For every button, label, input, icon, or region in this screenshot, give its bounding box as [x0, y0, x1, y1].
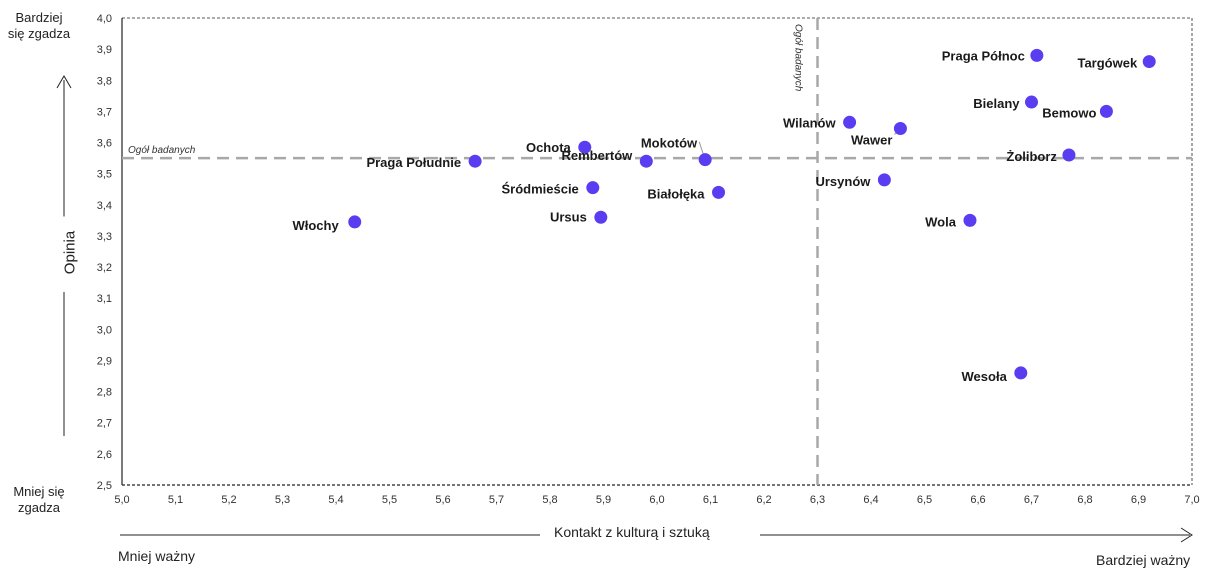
reference-lines: Ogół badanych Ogół badanych [122, 18, 1192, 485]
data-point [594, 210, 608, 224]
reference-label-horizontal: Ogół badanych [128, 145, 196, 156]
data-point [1014, 366, 1028, 380]
x-tick-label: 5,9 [596, 494, 611, 506]
x-tick-label: 6,6 [970, 494, 985, 506]
data-point-label: Wesoła [962, 369, 1008, 384]
y-tick-label: 2,8 [97, 387, 112, 399]
data-point-label: Praga Północ [942, 48, 1025, 63]
data-point [1142, 55, 1156, 69]
y-tick-label: 3,9 [97, 44, 112, 56]
data-point [893, 122, 907, 136]
y-tick-label: 3,0 [97, 324, 112, 336]
y-tick-label: 2,5 [97, 480, 112, 492]
x-tick-label: 6,3 [810, 494, 825, 506]
y-low-label: Mniej się zgadza [4, 484, 74, 516]
data-point-label: Bemowo [1042, 105, 1096, 120]
data-point-label: Ochota [526, 140, 572, 155]
y-tick-label: 3,8 [97, 75, 112, 87]
data-point-label: Rembertów [562, 148, 634, 163]
x-tick-label: 5,4 [328, 494, 343, 506]
data-point-label: Ursynów [815, 174, 871, 189]
x-axis-ticks: 5,0 5,1 5,2 5,3 5,4 5,5 5,6 5,7 5,8 5,9 6,0 6,1 6,2 6… [114, 494, 1199, 506]
y-tick-label: 3,1 [97, 293, 112, 305]
data-point-label: Wawer [851, 133, 892, 148]
y-low-label-line-1: Mniej się [13, 484, 65, 499]
data-point [586, 181, 600, 195]
x-tick-label: 5,0 [114, 494, 129, 506]
data-point [963, 213, 977, 227]
x-high-label: Bardziej ważny [1096, 552, 1191, 568]
x-tick-label: 5,6 [435, 494, 450, 506]
data-point [578, 140, 592, 154]
x-tick-label: 6,5 [917, 494, 932, 506]
x-arrow-head [1180, 527, 1193, 543]
y-low-label-line-2: zgadza [18, 500, 60, 515]
data-point [843, 115, 857, 129]
y-high-label-line-2: się zgadza [7, 26, 71, 41]
x-low-label: Mniej ważny [118, 548, 196, 564]
data-point [877, 173, 891, 187]
data-point [1099, 104, 1113, 118]
y-tick-label: 4,0 [97, 13, 112, 25]
data-point-label: Wilanów [783, 115, 836, 130]
x-tick-label: 5,3 [275, 494, 290, 506]
x-tick-label: 5,2 [221, 494, 236, 506]
data-point [1030, 48, 1044, 62]
y-high-label-line-1: Bardziej [15, 10, 63, 25]
data-point-label: Śródmieście [501, 182, 578, 197]
x-axis-title: Kontakt z kulturą i sztuką [548, 524, 716, 540]
data-point-label: Wola [925, 214, 957, 229]
data-point [639, 154, 653, 168]
axis-arrows [56, 75, 1193, 543]
y-high-label: Bardziej się zgadza [4, 10, 74, 42]
y-axis-ticks: 2,5 2,6 2,7 2,8 2,9 3,0 3,1 3,2 3,3 3,4 3,5 3,6 3,7 3… [97, 13, 112, 492]
data-point [1025, 95, 1038, 109]
y-arrow-head [56, 75, 72, 89]
data-point-label: Włochy [292, 218, 339, 233]
y-tick-label: 3,3 [97, 231, 112, 243]
x-tick-label: 5,5 [382, 494, 397, 506]
data-point [348, 215, 362, 229]
data-point [712, 185, 726, 199]
data-point-label: Praga Południe [366, 155, 461, 170]
y-tick-label: 3,4 [97, 200, 112, 212]
data-point [1062, 148, 1076, 162]
data-point-label: Bielany [973, 96, 1020, 111]
y-axis-title: Opinia [61, 216, 79, 289]
data-points: Praga Północ Targówek Bielany Bemowo Wilanów… [292, 48, 1156, 384]
y-tick-label: 3,2 [97, 262, 112, 274]
data-point-label: Targówek [1077, 56, 1137, 71]
y-tick-label: 3,7 [97, 106, 112, 118]
x-tick-label: 6,7 [1024, 494, 1039, 506]
x-tick-label: 6,1 [703, 494, 718, 506]
data-point-label: Białołęka [647, 186, 705, 201]
y-tick-label: 2,7 [97, 418, 112, 430]
reference-label-vertical: Ogół badanych [793, 24, 804, 92]
y-tick-label: 2,9 [97, 355, 112, 367]
data-point-label: Mokotów [641, 136, 698, 151]
x-tick-label: 6,4 [863, 494, 878, 506]
x-tick-label: 6,8 [1077, 494, 1092, 506]
x-tick-label: 6,2 [756, 494, 771, 506]
data-point-label: Ursus [550, 209, 587, 224]
y-tick-label: 3,5 [97, 169, 112, 181]
plot-frame [121, 17, 1193, 486]
y-tick-label: 2,6 [97, 449, 112, 461]
y-tick-label: 3,6 [97, 138, 112, 150]
data-point-label: Żoliborz [1006, 149, 1057, 164]
x-tick-label: 5,7 [489, 494, 504, 506]
x-tick-label: 7,0 [1184, 494, 1199, 506]
x-tick-label: 5,1 [168, 494, 183, 506]
data-point [698, 153, 712, 167]
x-tick-label: 5,8 [542, 494, 557, 506]
x-tick-label: 6,0 [649, 494, 664, 506]
x-tick-label: 6,9 [1131, 494, 1146, 506]
data-point [468, 154, 482, 168]
